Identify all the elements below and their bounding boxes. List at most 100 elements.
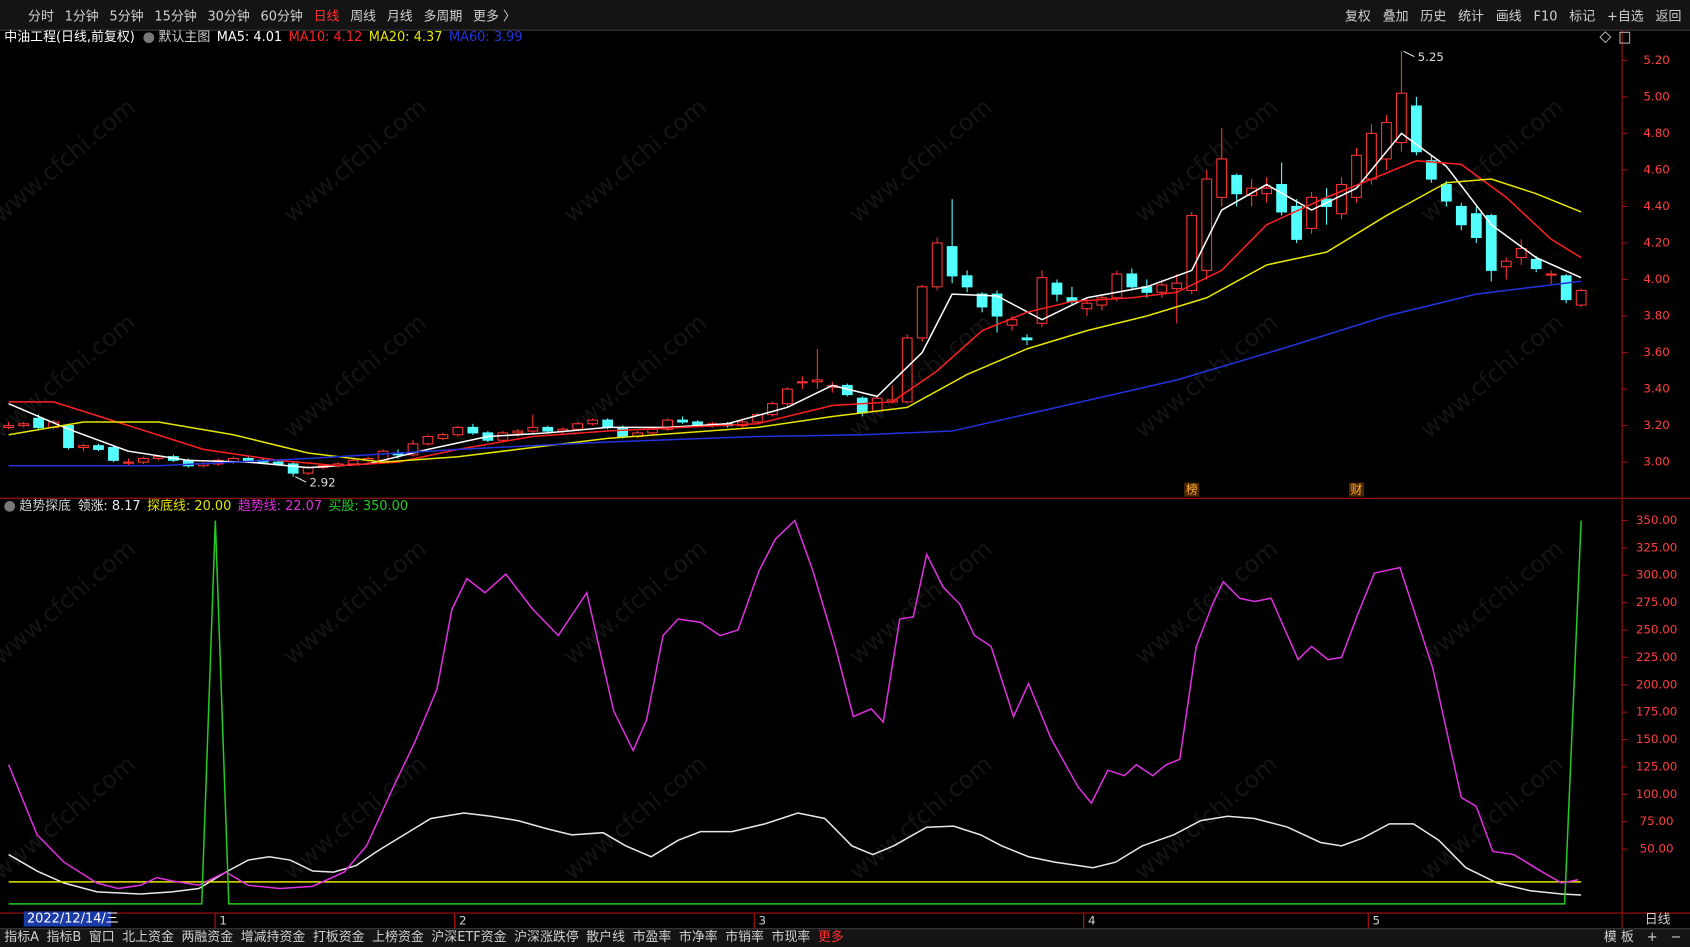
candle-body [856,397,868,414]
tab[interactable]: − [1671,930,1682,945]
candle-body [647,428,658,434]
watermark: www.cfchi.com [278,308,432,444]
tab[interactable]: 窗口 [89,929,115,945]
tab[interactable]: 沪深ETF资金 [431,929,506,945]
tab[interactable]: 市净率 [679,929,718,945]
tab[interactable]: 市销率 [725,929,764,945]
toolbar-item[interactable]: 30分钟 [207,9,249,25]
candle-body [1006,319,1018,326]
toolbar-item[interactable]: 分时 [28,10,54,25]
x-tick-label: 2 [459,914,467,928]
marker[interactable]: 财 [1351,483,1363,497]
toolbar-item[interactable]: 更多 〉 [473,10,516,25]
candle-body [1111,273,1123,299]
candle-body [1306,196,1317,229]
candle-body [961,275,973,288]
candle-body [123,461,134,464]
y-tick-label: 100.00 [1636,787,1677,801]
candle-body [1276,183,1288,213]
y-tick-label: 150.00 [1636,732,1677,746]
tab[interactable]: 两融资金 [181,929,233,945]
tab[interactable]: 北上资金 [122,929,174,945]
y-tick-label: 5.20 [1643,53,1669,67]
candle-body [946,246,958,277]
toolbar-item[interactable]: 叠加 [1383,10,1409,25]
candle-body [1156,284,1168,293]
toolbar-item[interactable]: 复权 [1345,9,1371,25]
toolbar-item[interactable]: 1分钟 [65,9,99,25]
annotation-arrow [295,476,307,483]
toolbar-item[interactable]: 返回 [1656,10,1682,25]
toolbar-item[interactable]: 周线 [350,10,376,25]
candle-body [1575,289,1587,306]
candle-body [108,446,119,461]
watermark: www.cfchi.com [1129,750,1283,886]
series-line [8,520,1582,905]
y-tick-label: 350.00 [1636,513,1677,527]
x-tick-label: 5 [1373,914,1381,928]
tab[interactable]: 指标A [4,930,39,945]
tab[interactable]: 打板资金 [313,929,365,945]
tab[interactable]: 散户线 [586,929,625,945]
tab[interactable]: 上榜资金 [372,929,424,945]
candle-body [871,397,883,412]
tab[interactable]: 市现率 [772,929,811,945]
indicator-icon[interactable] [143,32,155,44]
toolbar-item[interactable]: 60分钟 [261,9,303,25]
tab[interactable]: 更多 [818,930,844,945]
candle-body [242,457,254,461]
candle-body [1126,273,1138,288]
candle-body [916,286,928,339]
candle-body [1500,260,1512,268]
toolbar-item[interactable]: 多周期 [424,10,463,25]
candle-body [1470,213,1482,239]
icon[interactable] [1619,31,1631,44]
y-tick-label: 50.00 [1640,842,1674,856]
candle-body [901,337,913,403]
y-tick-label: 3.00 [1643,455,1669,469]
toolbar-item[interactable]: 5分钟 [110,9,144,25]
toolbar-item[interactable]: 标记 [1569,10,1595,25]
chart-title: 中油工程(日线,前复权) [4,29,135,45]
tab[interactable]: 模 板 [1604,930,1634,945]
candle-body [1216,158,1228,198]
toolbar-item[interactable]: 日线 [314,10,340,25]
y-tick-label: 3.60 [1643,345,1669,359]
toolbar-bg [0,0,1690,31]
toolbar-item[interactable]: 历史 [1420,10,1446,25]
cursor-date: 2022/12/14/三 [27,911,119,926]
y-tick-label: 250.00 [1636,623,1677,637]
candle-body [1425,160,1437,180]
candle-body [991,293,1003,317]
candle-body [452,426,464,436]
toolbar-item[interactable]: 画线 [1496,10,1522,25]
watermark: www.cfchi.com [1415,308,1569,444]
toolbar-item[interactable]: 统计 [1458,10,1484,25]
icon[interactable] [1599,31,1612,44]
y-tick-label: 125.00 [1636,759,1677,773]
tab[interactable]: 指标B [47,930,82,945]
tab[interactable]: 增减持资金 [241,929,306,945]
chart-title: 趋势探底 [19,498,71,514]
candle-body [347,459,359,465]
annotation: 5.25 [1418,50,1444,64]
candle-body [602,419,614,428]
candle-body [512,430,524,434]
candle-body [1515,247,1527,259]
tab[interactable]: 市盈率 [633,929,672,945]
y-tick-label: 4.00 [1643,272,1669,286]
tab[interactable]: 沪深涨跌停 [514,929,579,945]
tab[interactable]: + [1647,930,1658,945]
annotation: 2.92 [309,476,335,490]
toolbar-item[interactable]: F10 [1534,10,1558,25]
indicator-icon[interactable] [4,500,16,512]
x-tick-label: 3 [759,914,767,928]
toolbar-item[interactable]: 月线 [387,10,413,25]
toolbar-item[interactable]: +自选 [1607,10,1644,25]
y-tick-label: 275.00 [1636,595,1677,609]
candle-body [302,467,314,474]
candle-body [1530,258,1542,270]
toolbar-item[interactable]: 15分钟 [154,9,196,25]
marker[interactable]: 榜 [1186,483,1198,497]
